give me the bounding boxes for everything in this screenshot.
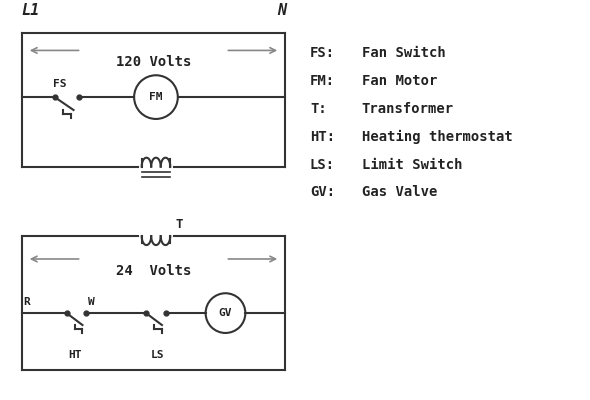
Text: FM:: FM: [310,74,335,88]
Text: Limit Switch: Limit Switch [362,158,462,172]
Text: HT: HT [68,350,82,360]
Text: T:: T: [310,102,327,116]
Text: 24  Volts: 24 Volts [116,264,191,278]
Text: Gas Valve: Gas Valve [362,186,437,200]
Text: FS: FS [53,79,66,89]
Text: N: N [277,3,286,18]
Text: 120 Volts: 120 Volts [116,55,191,69]
Text: FS:: FS: [310,46,335,60]
Text: FM: FM [149,92,163,102]
Text: Fan Switch: Fan Switch [362,46,445,60]
Text: Transformer: Transformer [362,102,454,116]
Text: GV:: GV: [310,186,335,200]
Text: R: R [23,297,30,307]
Text: LS:: LS: [310,158,335,172]
Text: L1: L1 [22,3,40,18]
Text: W: W [88,297,95,307]
Text: Fan Motor: Fan Motor [362,74,437,88]
Text: HT:: HT: [310,130,335,144]
Text: Heating thermostat: Heating thermostat [362,130,512,144]
Text: LS: LS [151,350,165,360]
Text: GV: GV [219,308,232,318]
Text: T: T [176,218,183,231]
